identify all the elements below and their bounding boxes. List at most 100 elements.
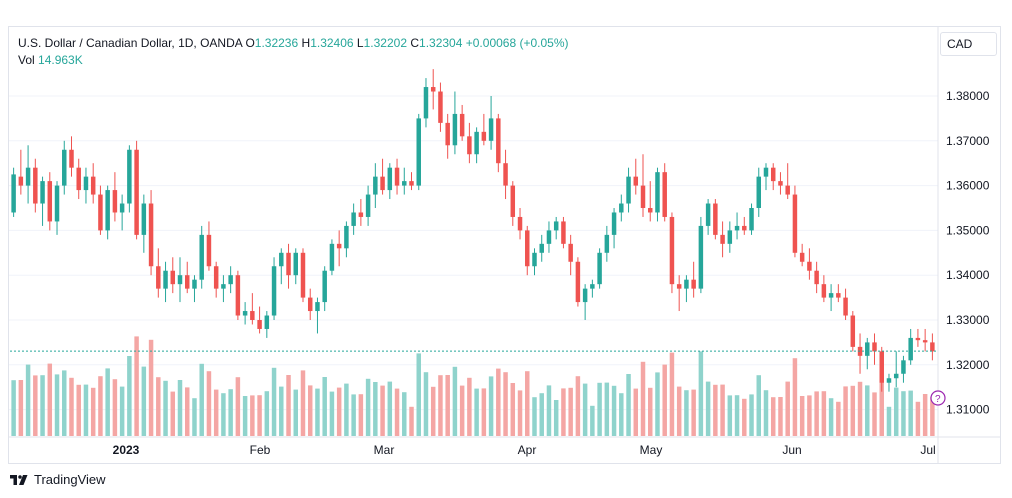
candle-body	[387, 167, 393, 191]
volume-bar	[54, 374, 60, 436]
candle-body	[850, 315, 856, 347]
y-tick-label: 1.38000	[946, 89, 990, 103]
high-value: 1.32406	[310, 36, 354, 50]
volume-bar	[814, 391, 819, 436]
candle-body	[575, 261, 581, 303]
candle-body	[286, 252, 291, 276]
candle-body	[33, 167, 38, 204]
x-axis: 2023 Feb Mar Apr May Jun Jul	[113, 443, 936, 457]
volume-bar	[742, 398, 747, 436]
volume-bar	[213, 389, 219, 436]
brand-footer[interactable]: TradingView	[10, 472, 106, 487]
candle-body	[756, 176, 762, 208]
volume-bar	[416, 353, 421, 436]
volume-bar	[69, 377, 74, 436]
candle-body	[206, 234, 212, 267]
candle-body	[199, 234, 204, 280]
volume-bar	[257, 395, 262, 436]
volume-bar	[329, 391, 335, 436]
volume-bar	[199, 363, 204, 436]
chart-frame	[8, 26, 1001, 464]
volume-bar	[467, 377, 472, 436]
low-label: L	[356, 36, 364, 50]
candle-body	[69, 149, 74, 168]
candle-body	[814, 270, 819, 285]
candle-body	[633, 176, 639, 186]
volume-bar	[597, 382, 602, 436]
candle-body	[98, 194, 103, 231]
candle-body	[713, 203, 718, 235]
volume-bar	[575, 376, 581, 436]
candle-body	[720, 234, 725, 244]
candle-body	[438, 91, 443, 123]
volume-bar	[676, 386, 682, 436]
candle-body	[828, 293, 834, 298]
candle-body	[865, 342, 870, 356]
volume-bar	[481, 388, 487, 436]
volume-bar	[517, 390, 523, 436]
volume-bar	[286, 375, 291, 436]
candle-body	[597, 252, 602, 285]
candle-body	[901, 360, 906, 374]
candle-body	[228, 275, 233, 285]
volume-bar	[655, 372, 660, 436]
candle-body	[590, 284, 595, 289]
candle-body	[742, 225, 747, 231]
candle-body	[54, 185, 60, 222]
candle-body	[127, 149, 132, 204]
volume-bar	[872, 392, 877, 436]
volume-bar	[98, 376, 103, 436]
y-tick-label: 1.31000	[946, 403, 990, 417]
volume-bar	[322, 377, 327, 436]
volume-bar	[879, 377, 884, 436]
candle-body	[684, 279, 689, 289]
x-tick-label: Jun	[782, 443, 801, 457]
candle-body	[221, 284, 226, 289]
volume-bar	[691, 389, 696, 436]
volume-bar	[90, 387, 96, 436]
candle-body	[83, 176, 89, 191]
volume-bar	[930, 397, 935, 436]
volume-bar	[192, 398, 197, 436]
candle-body	[857, 346, 863, 356]
candle-body	[669, 216, 675, 285]
currency-selector[interactable]: CAD	[940, 32, 997, 56]
volume-bar	[33, 375, 38, 436]
candle-body	[170, 270, 176, 285]
candle-body	[727, 230, 733, 244]
candle-body	[582, 288, 588, 303]
volume-bar	[539, 393, 544, 436]
volume-bar	[749, 394, 754, 436]
event-marker-icon[interactable]	[930, 390, 946, 406]
candle-body	[409, 181, 414, 186]
volume-bar	[626, 374, 631, 436]
volume-bar	[11, 380, 16, 436]
candle-body	[792, 194, 798, 253]
volume-bar	[799, 396, 805, 436]
candle-body	[336, 243, 342, 249]
candle-body	[329, 243, 335, 271]
candle-body	[358, 212, 364, 217]
candle-body	[561, 221, 566, 244]
candle-body	[640, 185, 646, 208]
candle-body	[300, 252, 306, 298]
candle-body	[510, 185, 516, 217]
volume-bar	[452, 366, 458, 436]
volume-bar	[336, 387, 342, 436]
volume-bar	[279, 386, 284, 436]
volume-bar	[828, 398, 834, 436]
volume-bar	[163, 380, 168, 436]
x-tick-label: Mar	[374, 443, 395, 457]
candle-body	[546, 230, 552, 244]
volume-bar	[792, 358, 798, 436]
volume-bar	[228, 389, 233, 436]
candle-body	[698, 225, 704, 289]
symbol-title[interactable]: U.S. Dollar / Canadian Dollar, 1D, OANDA	[18, 36, 243, 50]
candle-body	[611, 212, 617, 235]
candle-body	[322, 270, 327, 303]
candle-body	[474, 131, 479, 155]
volume-bar	[857, 381, 863, 436]
volume-bar	[901, 391, 906, 436]
x-tick-label: Jul	[920, 443, 935, 457]
